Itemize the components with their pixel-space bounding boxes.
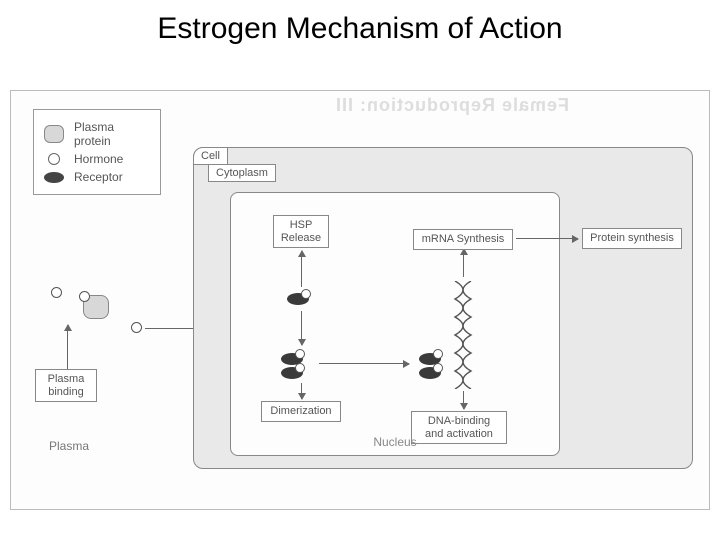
page-title: Estrogen Mechanism of Action [0, 0, 720, 46]
plasma-protein-bound [83, 295, 109, 319]
legend-row-receptor: Receptor [42, 170, 152, 184]
arrow-plasma-binding [67, 325, 68, 369]
hormone-icon [433, 363, 443, 373]
arrow-to-dimer-label [301, 383, 302, 399]
arrow-to-dnabind [463, 391, 464, 409]
hormone-icon [295, 349, 305, 359]
hormone-icon [433, 349, 443, 359]
legend-box: Plasma protein Hormone Receptor [33, 109, 161, 195]
nucleus-region-label: Nucleus [373, 435, 416, 449]
legend-row-hormone: Hormone [42, 152, 152, 166]
plasma-protein-icon [44, 125, 64, 143]
cytoplasm-tag: Cytoplasm [208, 164, 276, 182]
legend-label: Hormone [74, 152, 123, 166]
hormone-bound [79, 291, 90, 302]
receptor-hormone-complex [287, 289, 315, 305]
arrow-mrna-to-protein [516, 238, 578, 239]
plasma-binding-label: Plasma binding [35, 369, 97, 402]
receptor-icon [44, 172, 64, 183]
hormone-travel [131, 322, 142, 333]
hormone-icon [301, 289, 311, 299]
protein-synthesis-label: Protein synthesis [582, 228, 682, 249]
arrow-to-dimer [301, 311, 302, 345]
dna-helix-icon [449, 281, 477, 389]
legend-label: Receptor [74, 170, 123, 184]
cell-tag: Cell [193, 147, 228, 165]
arrow-to-hsp [301, 251, 302, 287]
hormone-free [51, 287, 62, 298]
nucleus-box: HSP Release Dimerization [230, 192, 560, 456]
mrna-label: mRNA Synthesis [413, 229, 513, 250]
dna-dimer-bottom [419, 363, 447, 379]
legend-label: Plasma protein [74, 120, 114, 148]
dimerization-label: Dimerization [261, 401, 341, 422]
diagram-frame: Female Reproduction: III Plasma protein … [10, 90, 710, 510]
hsp-label: HSP Release [273, 215, 329, 248]
arrow-dimer-to-dna [319, 363, 409, 364]
hormone-icon [48, 153, 60, 165]
ghost-watermark: Female Reproduction: III [335, 95, 569, 116]
hormone-icon [295, 363, 305, 373]
cell-box: Cell Cytoplasm HSP Release [193, 147, 693, 469]
legend-row-plasma-protein: Plasma protein [42, 120, 152, 148]
arrow-to-mrna [463, 249, 464, 277]
plasma-region-label: Plasma [49, 439, 89, 453]
dimer-bottom [281, 363, 309, 379]
dna-binding-label: DNA-binding and activation [411, 411, 507, 444]
